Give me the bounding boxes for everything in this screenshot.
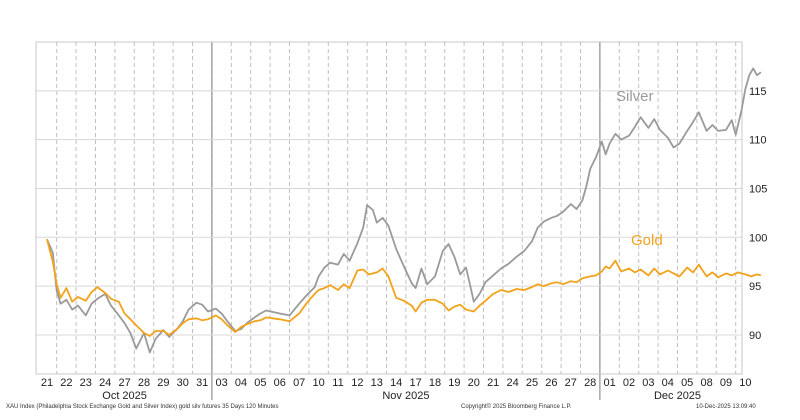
x-tick-label: 17 <box>409 377 421 389</box>
x-tick-label: 22 <box>60 377 72 389</box>
x-tick-label: 02 <box>623 377 635 389</box>
y-tick-label: 115 <box>749 86 767 98</box>
x-tick-label: 30 <box>177 377 189 389</box>
month-label: Dec 2025 <box>654 390 701 402</box>
series-label-silver: Silver <box>616 88 654 105</box>
month-label: Nov 2025 <box>382 390 429 402</box>
x-axis: 21 22 23 24 27 28 29 30 31 03 04 05 06 07 10 11 12 13 14 17… <box>41 377 752 402</box>
x-tick-label: 03 <box>215 377 227 389</box>
x-tick-label: 23 <box>80 377 92 389</box>
x-tick-label: 10 <box>739 377 751 389</box>
plot-frame <box>35 41 743 375</box>
vertical-grid <box>56 42 737 400</box>
x-tick-label: 27 <box>565 377 577 389</box>
x-tick-label: 14 <box>390 377 402 389</box>
x-tick-label: 28 <box>138 377 150 389</box>
x-tick-label: 06 <box>274 377 286 389</box>
y-tick-label: 110 <box>749 135 767 147</box>
x-tick-label: 26 <box>545 377 557 389</box>
x-tick-label: 01 <box>603 377 615 389</box>
x-tick-label: 11 <box>332 377 343 389</box>
x-tick-label: 18 <box>429 377 441 389</box>
x-tick-label: 21 <box>41 377 53 389</box>
x-tick-label: 12 <box>351 377 363 389</box>
horizontal-grid <box>36 90 742 336</box>
footer-timestamp: 10-Dec-2025 13:09:40 <box>696 404 756 410</box>
x-tick-label: 25 <box>526 377 538 389</box>
x-tick-label: 04 <box>235 377 247 389</box>
x-tick-label: 20 <box>468 377 480 389</box>
month-label: Oct 2025 <box>102 390 147 402</box>
series-label-gold: Gold <box>631 232 663 249</box>
y-tick-label: 100 <box>749 232 767 244</box>
x-tick-label: 05 <box>254 377 266 389</box>
footer-copyright: Copyright© 2025 Bloomberg Finance L.P. <box>461 403 572 410</box>
footer-source: XAU Index (Philadelphia Stock Exchange G… <box>6 404 278 410</box>
x-tick-label: 27 <box>118 377 130 389</box>
x-tick-label: 28 <box>584 377 596 389</box>
series-group <box>46 67 762 354</box>
x-tick-label: 31 <box>196 377 208 389</box>
x-tick-label: 07 <box>293 377 305 389</box>
y-tick-label: 95 <box>749 281 761 293</box>
x-tick-label: 10 <box>312 377 324 389</box>
x-tick-label: 29 <box>157 377 169 389</box>
x-tick-label: 05 <box>681 377 693 389</box>
x-tick-label: 19 <box>448 377 460 389</box>
y-tick-label: 90 <box>749 330 761 342</box>
x-tick-label: 21 <box>487 377 499 389</box>
x-tick-label: 03 <box>642 377 654 389</box>
y-tick-label: 105 <box>749 183 767 195</box>
x-tick-label: 04 <box>662 377 674 389</box>
y-axis: 90 95 100 105 110 115 <box>749 86 767 342</box>
x-tick-label: 24 <box>506 377 518 389</box>
x-tick-label: 08 <box>700 377 712 389</box>
x-tick-label: 24 <box>99 377 111 389</box>
x-tick-label: 13 <box>371 377 383 389</box>
series-line-gold <box>46 238 762 337</box>
x-tick-label: 09 <box>720 377 732 389</box>
